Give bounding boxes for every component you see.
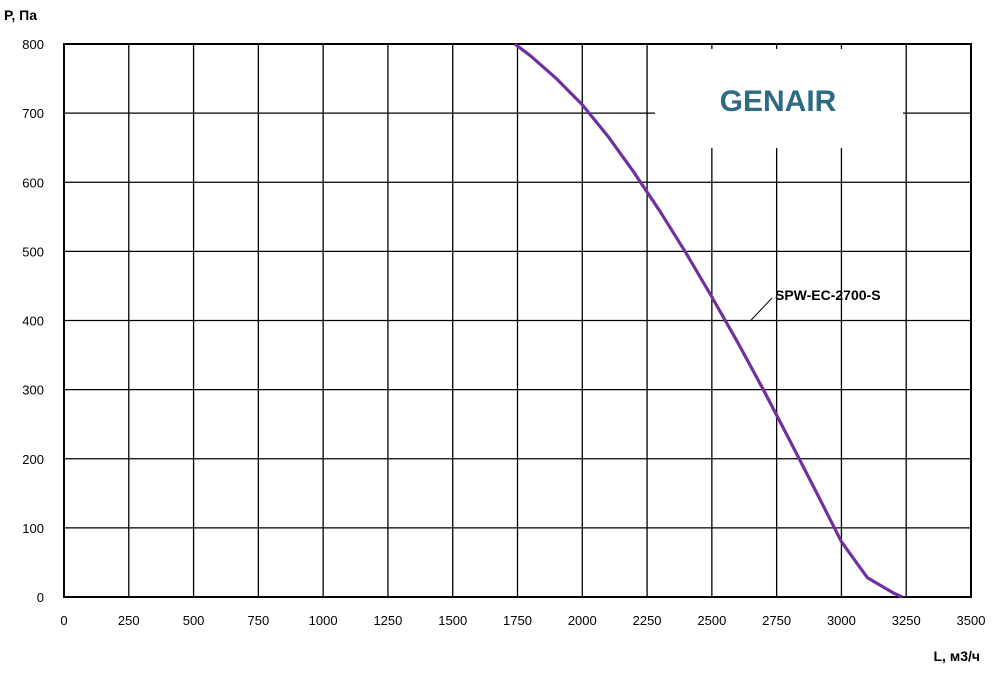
y-tick-label: 700 xyxy=(22,106,44,121)
x-tick-label: 1500 xyxy=(438,613,467,628)
x-tick-label: 500 xyxy=(183,613,205,628)
y-axis-title: Р, Па xyxy=(4,7,37,23)
y-tick-label: 500 xyxy=(22,244,44,259)
y-tick-label: 100 xyxy=(22,521,44,536)
y-tick-label: 400 xyxy=(22,314,44,329)
x-tick-label: 1250 xyxy=(373,613,402,628)
x-tick-label: 250 xyxy=(118,613,140,628)
x-tick-label: 2500 xyxy=(697,613,726,628)
brand-box xyxy=(655,49,903,148)
brand-logo: GENAIR xyxy=(720,85,837,118)
x-tick-label: 2000 xyxy=(568,613,597,628)
x-tick-label: 3500 xyxy=(957,613,986,628)
tick-labels: 0 250 500 750 1000 1250 1500 1750 2000 2250 2500 27… xyxy=(22,37,985,628)
series-group xyxy=(513,42,903,599)
x-tick-label: 1750 xyxy=(503,613,532,628)
x-axis-title: L, м3/ч xyxy=(934,648,981,664)
x-tick-label: 2750 xyxy=(762,613,791,628)
annotation-leader xyxy=(750,297,773,321)
x-tick-label: 750 xyxy=(248,613,270,628)
x-tick-label: 3250 xyxy=(892,613,921,628)
y-tick-label: 600 xyxy=(22,175,44,190)
y-tick-label: 200 xyxy=(22,452,44,467)
y-tick-label: 800 xyxy=(22,37,44,52)
y-tick-label: 0 xyxy=(37,590,44,605)
x-tick-label: 1000 xyxy=(309,613,338,628)
x-tick-label: 3000 xyxy=(827,613,856,628)
series-label: SPW-EC-2700-S xyxy=(775,287,881,303)
x-tick-label: 0 xyxy=(60,613,67,628)
series-line-0 xyxy=(513,42,903,599)
y-tick-label: 300 xyxy=(22,383,44,398)
x-tick-label: 2250 xyxy=(633,613,662,628)
annotations: SPW-EC-2700-S xyxy=(750,287,881,321)
